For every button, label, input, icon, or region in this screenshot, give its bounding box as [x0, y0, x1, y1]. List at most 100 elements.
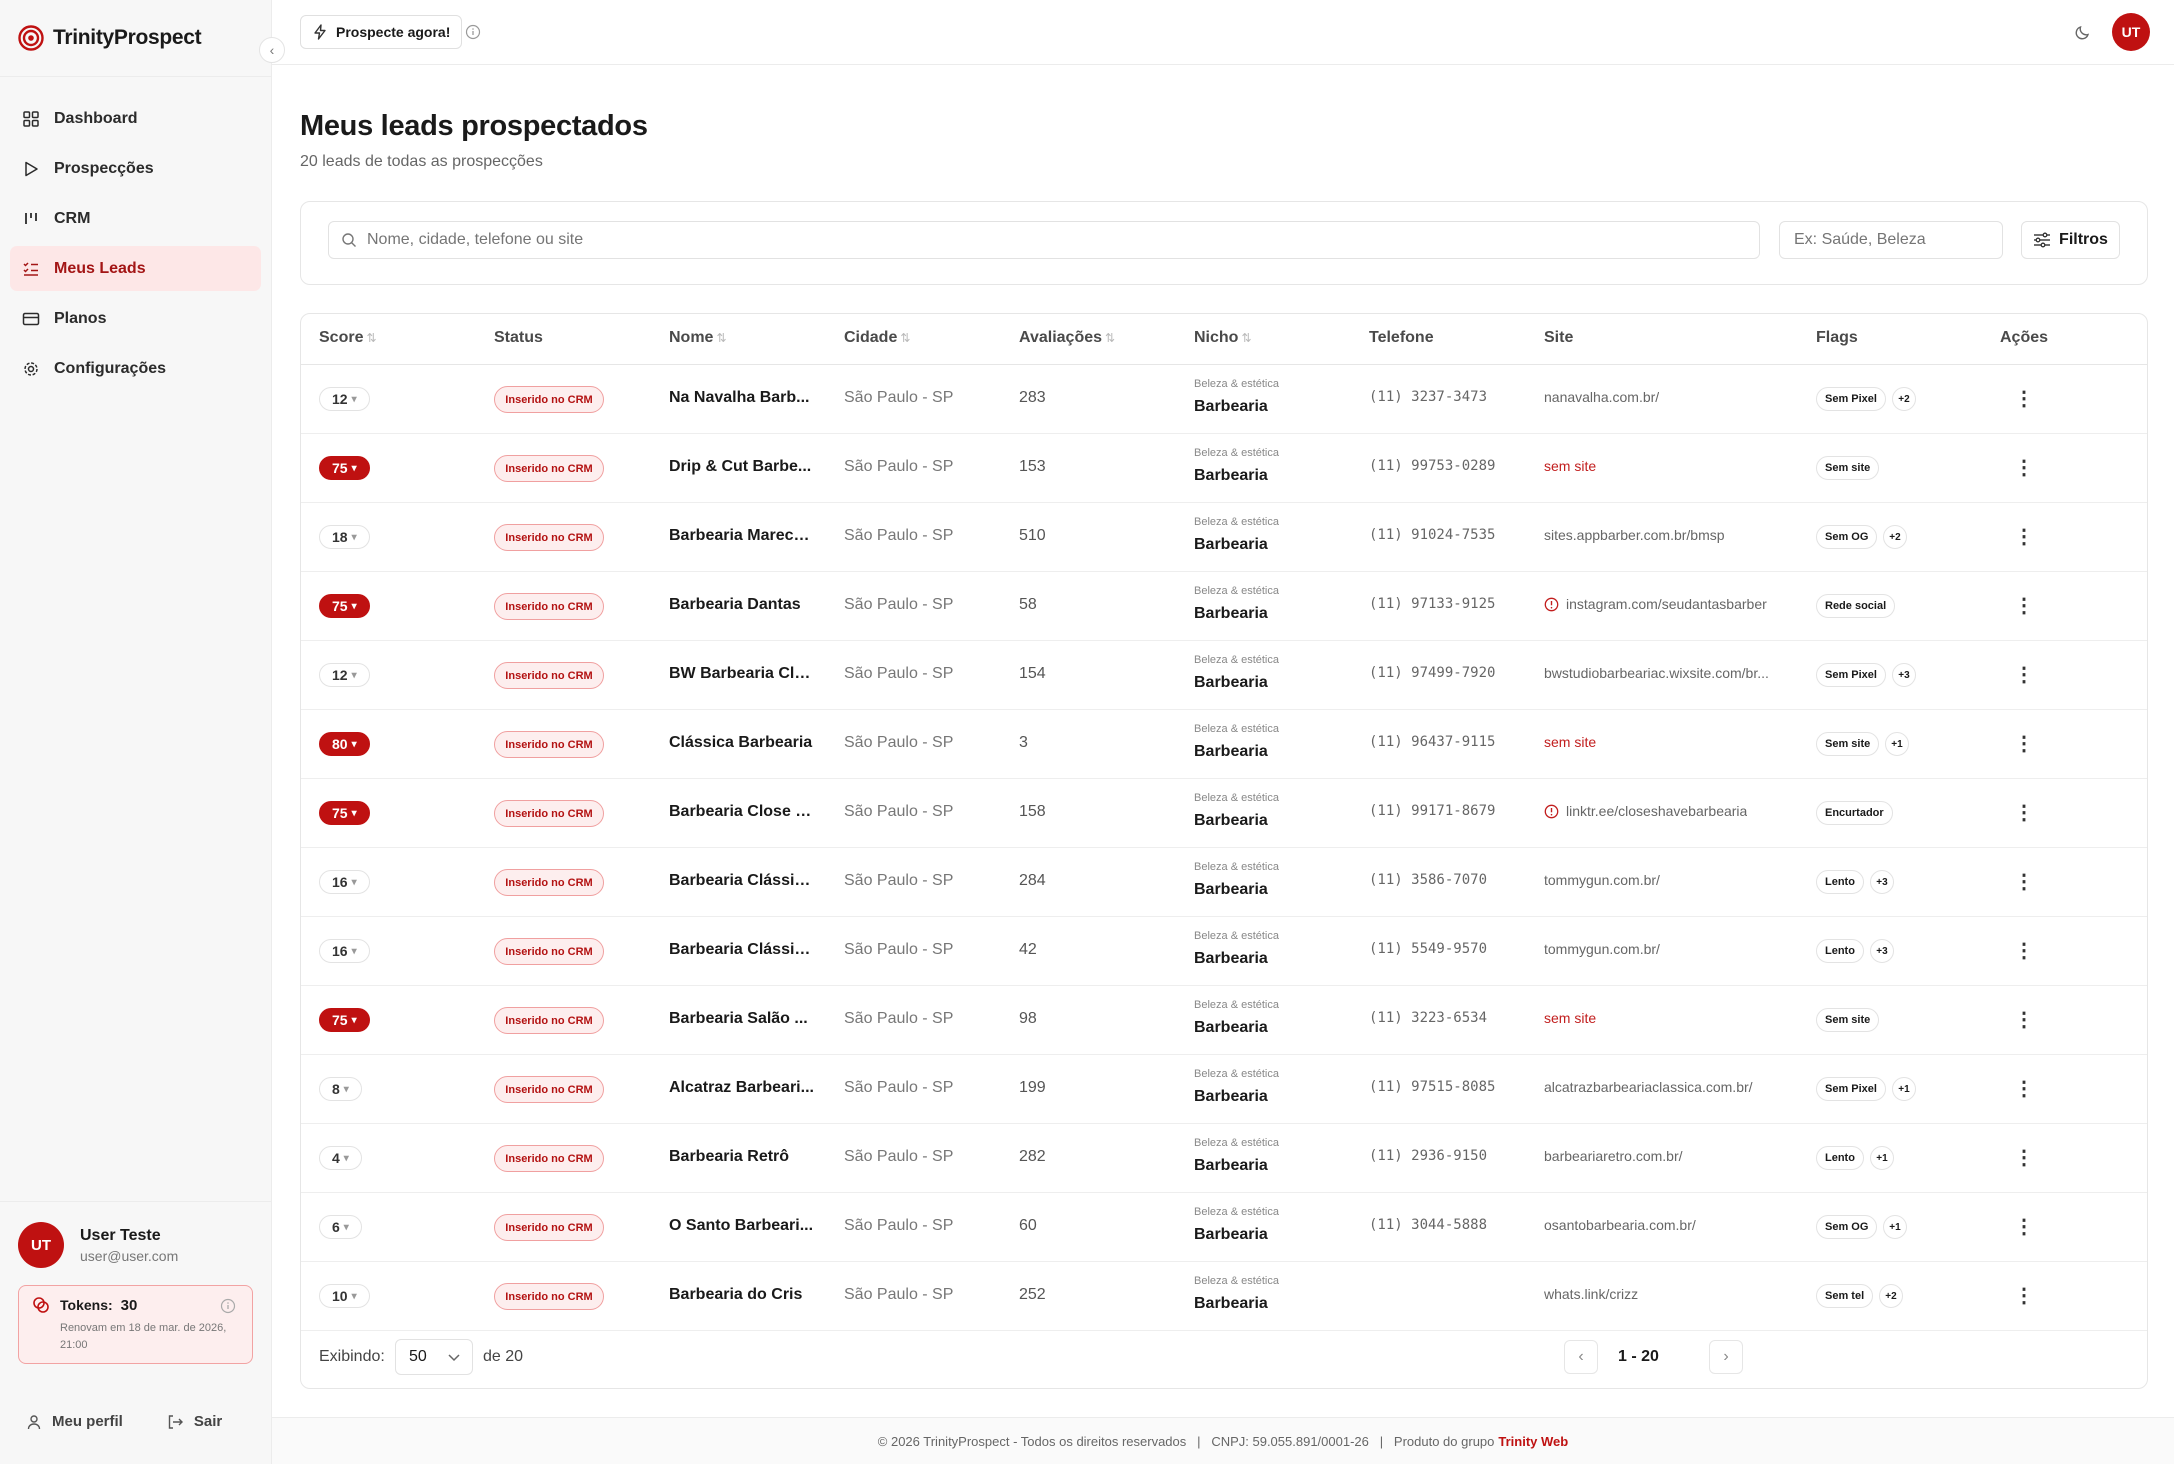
- lead-site[interactable]: sites.appbarber.com.br/bmsp: [1544, 527, 1779, 543]
- extra-flags-badge[interactable]: +2: [1883, 525, 1907, 549]
- row-actions-menu-icon[interactable]: ⋮: [2014, 526, 2034, 548]
- row-actions-menu-icon[interactable]: ⋮: [2014, 871, 2034, 893]
- lead-name[interactable]: Barbearia Marech...: [669, 527, 814, 544]
- extra-flags-badge[interactable]: +1: [1892, 1077, 1916, 1101]
- table-row[interactable]: 12 ▾ Inserido no CRM BW Barbearia Clá... São…: [301, 641, 2147, 710]
- collapse-sidebar-button[interactable]: ‹: [259, 37, 285, 63]
- score-badge[interactable]: 75 ▾: [319, 456, 370, 480]
- lead-name[interactable]: Barbearia Salão ...: [669, 1010, 808, 1027]
- lead-name[interactable]: Barbearia Dantas: [669, 596, 801, 613]
- score-badge[interactable]: 8 ▾: [319, 1077, 362, 1101]
- row-actions-menu-icon[interactable]: ⋮: [2014, 802, 2034, 824]
- extra-flags-badge[interactable]: +3: [1870, 870, 1894, 894]
- sidebar-item-crm[interactable]: CRM: [10, 196, 261, 241]
- lead-site[interactable]: nanavalha.com.br/: [1544, 389, 1779, 405]
- row-actions-menu-icon[interactable]: ⋮: [2014, 940, 2034, 962]
- info-icon[interactable]: [220, 1298, 236, 1314]
- row-actions-menu-icon[interactable]: ⋮: [2014, 457, 2034, 479]
- moon-icon[interactable]: [2074, 23, 2092, 41]
- footer-brand-link[interactable]: Trinity Web: [1498, 1433, 1569, 1449]
- score-badge[interactable]: 80 ▾: [319, 732, 370, 756]
- search-input[interactable]: [367, 231, 1759, 249]
- table-row[interactable]: 10 ▾ Inserido no CRM Barbearia do Cris São P…: [301, 1262, 2147, 1331]
- sidebar-item-planos[interactable]: Planos: [10, 296, 261, 341]
- lead-name[interactable]: Clássica Barbearia: [669, 734, 813, 751]
- lead-site[interactable]: barbeariaretro.com.br/: [1544, 1148, 1779, 1164]
- row-actions-menu-icon[interactable]: ⋮: [2014, 388, 2034, 410]
- nicho-filter[interactable]: [1779, 221, 2003, 259]
- lead-name[interactable]: Alcatraz Barbeari...: [669, 1079, 814, 1096]
- lead-site[interactable]: instagram.com/seudantasbarber: [1544, 596, 1779, 612]
- row-actions-menu-icon[interactable]: ⋮: [2014, 595, 2034, 617]
- column-nicho[interactable]: Nicho ⇅: [1194, 329, 1252, 347]
- table-row[interactable]: 80 ▾ Inserido no CRM Clássica Barbearia São …: [301, 710, 2147, 779]
- column-avaliacoes[interactable]: Avaliações ⇅: [1019, 329, 1115, 347]
- prev-page-button[interactable]: ‹: [1564, 1340, 1598, 1374]
- lead-site[interactable]: linktr.ee/closeshavebarbearia: [1544, 803, 1779, 819]
- lead-name[interactable]: Barbearia Clássic...: [669, 872, 814, 889]
- row-actions-menu-icon[interactable]: ⋮: [2014, 733, 2034, 755]
- lead-name[interactable]: BW Barbearia Clá...: [669, 665, 814, 682]
- score-badge[interactable]: 75 ▾: [319, 801, 370, 825]
- column-score[interactable]: Score ⇅: [319, 329, 377, 347]
- info-icon[interactable]: [465, 24, 481, 40]
- extra-flags-badge[interactable]: +3: [1870, 939, 1894, 963]
- extra-flags-badge[interactable]: +1: [1885, 732, 1909, 756]
- score-badge[interactable]: 75 ▾: [319, 1008, 370, 1032]
- top-avatar[interactable]: UT: [2112, 13, 2150, 51]
- table-row[interactable]: 16 ▾ Inserido no CRM Barbearia Clássic... Sã…: [301, 848, 2147, 917]
- table-row[interactable]: 75 ▾ Inserido no CRM Barbearia Salão ... São…: [301, 986, 2147, 1055]
- row-actions-menu-icon[interactable]: ⋮: [2014, 1078, 2034, 1100]
- extra-flags-badge[interactable]: +2: [1879, 1284, 1903, 1308]
- lead-name[interactable]: O Santo Barbeari...: [669, 1217, 814, 1234]
- row-actions-menu-icon[interactable]: ⋮: [2014, 1216, 2034, 1238]
- score-badge[interactable]: 12 ▾: [319, 663, 370, 687]
- extra-flags-badge[interactable]: +3: [1892, 663, 1916, 687]
- row-actions-menu-icon[interactable]: ⋮: [2014, 1009, 2034, 1031]
- score-badge[interactable]: 16 ▾: [319, 870, 370, 894]
- sidebar-item-configuracoes[interactable]: Configurações: [10, 346, 261, 391]
- table-row[interactable]: 75 ▾ Inserido no CRM Drip & Cut Barbe... São…: [301, 434, 2147, 503]
- lead-site[interactable]: tommygun.com.br/: [1544, 872, 1779, 888]
- filters-button[interactable]: Filtros: [2021, 221, 2120, 259]
- table-row[interactable]: 75 ▾ Inserido no CRM Barbearia Dantas São Pa…: [301, 572, 2147, 641]
- table-row[interactable]: 75 ▾ Inserido no CRM Barbearia Close S... Sã…: [301, 779, 2147, 848]
- table-row[interactable]: 16 ▾ Inserido no CRM Barbearia Clássic... Sã…: [301, 917, 2147, 986]
- table-row[interactable]: 18 ▾ Inserido no CRM Barbearia Marech... São…: [301, 503, 2147, 572]
- brand[interactable]: TrinityProspect: [0, 0, 271, 77]
- row-actions-menu-icon[interactable]: ⋮: [2014, 1285, 2034, 1307]
- sidebar-item-meus-leads[interactable]: Meus Leads: [10, 246, 261, 291]
- score-badge[interactable]: 18 ▾: [319, 525, 370, 549]
- user-row[interactable]: UT User Teste user@user.com: [18, 1222, 253, 1268]
- table-row[interactable]: 12 ▾ Inserido no CRM Na Navalha Barb... São …: [301, 365, 2147, 434]
- lead-name[interactable]: Barbearia Retrô: [669, 1148, 790, 1165]
- score-badge[interactable]: 10 ▾: [319, 1284, 370, 1308]
- lead-name[interactable]: Barbearia Clássic...: [669, 941, 814, 958]
- score-badge[interactable]: 16 ▾: [319, 939, 370, 963]
- lead-name[interactable]: Na Navalha Barb...: [669, 389, 810, 406]
- column-cidade[interactable]: Cidade ⇅: [844, 329, 910, 347]
- lead-site[interactable]: bwstudiobarbeariac.wixsite.com/br...: [1544, 665, 1779, 681]
- logout-link[interactable]: Sair: [167, 1413, 222, 1430]
- lead-site[interactable]: osantobarbearia.com.br/: [1544, 1217, 1779, 1233]
- score-badge[interactable]: 75 ▾: [319, 594, 370, 618]
- search-box[interactable]: [328, 221, 1760, 259]
- lead-name[interactable]: Barbearia do Cris: [669, 1286, 803, 1303]
- sidebar-item-dashboard[interactable]: Dashboard: [10, 96, 261, 141]
- prospect-now-button[interactable]: Prospecte agora!: [300, 15, 463, 49]
- extra-flags-badge[interactable]: +1: [1870, 1146, 1894, 1170]
- nicho-input[interactable]: [1794, 231, 2002, 249]
- profile-link[interactable]: Meu perfil: [26, 1413, 123, 1430]
- extra-flags-badge[interactable]: +1: [1883, 1215, 1907, 1239]
- per-page-select[interactable]: 50: [395, 1339, 473, 1375]
- lead-name[interactable]: Drip & Cut Barbe...: [669, 458, 812, 475]
- lead-site[interactable]: alcatrazbarbeariaclassica.com.br/: [1544, 1079, 1779, 1095]
- next-page-button[interactable]: ›: [1709, 1340, 1743, 1374]
- lead-site[interactable]: tommygun.com.br/: [1544, 941, 1779, 957]
- sidebar-item-prospeccoes[interactable]: Prospecções: [10, 146, 261, 191]
- lead-name[interactable]: Barbearia Close S...: [669, 803, 814, 820]
- table-row[interactable]: 8 ▾ Inserido no CRM Alcatraz Barbeari... São…: [301, 1055, 2147, 1124]
- lead-site[interactable]: whats.link/crizz: [1544, 1286, 1779, 1302]
- score-badge[interactable]: 12 ▾: [319, 387, 370, 411]
- table-row[interactable]: 6 ▾ Inserido no CRM O Santo Barbeari... São …: [301, 1193, 2147, 1262]
